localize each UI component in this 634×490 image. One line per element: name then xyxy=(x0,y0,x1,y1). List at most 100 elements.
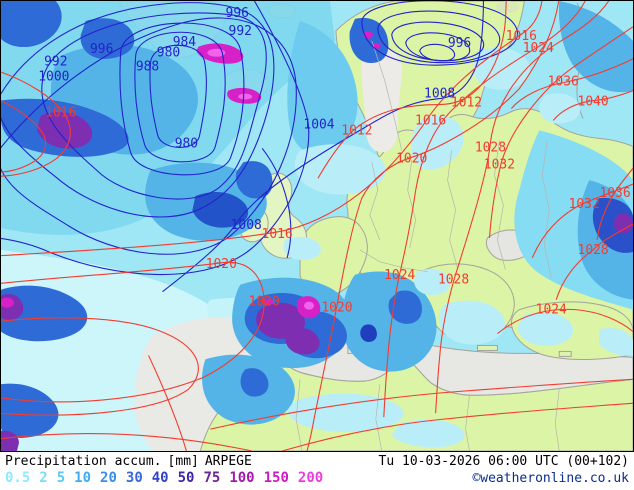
map-shape xyxy=(371,40,403,151)
map-shape xyxy=(1,317,199,416)
weather-map: 9969921000984980988996992980100499610081… xyxy=(1,1,633,451)
isobar-label: 1028 xyxy=(578,243,609,258)
map-shape xyxy=(494,140,506,270)
legend-bar: Precipitation accum. [mm] ARPEGE Tu 10-03-… xyxy=(0,452,634,490)
map-shape xyxy=(207,48,226,57)
map-title: Precipitation accum. [mm] ARPEGE xyxy=(5,454,258,469)
isobar-label: 1028 xyxy=(438,273,469,288)
isobar-label: 1020 xyxy=(396,151,427,166)
scale-value: 30 xyxy=(125,470,143,486)
isobar-label: 1028 xyxy=(475,140,506,155)
map-shape xyxy=(261,148,292,259)
map-shape xyxy=(1,433,253,451)
map-shape xyxy=(388,290,422,324)
isobar-label: 1032 xyxy=(569,197,600,212)
isobar-label: 1016 xyxy=(262,227,293,242)
map-shape xyxy=(539,93,581,124)
map-shape xyxy=(1,1,543,257)
map-shape xyxy=(407,160,417,248)
map-shape xyxy=(306,1,560,451)
map-shape xyxy=(360,324,377,342)
scale-value: 75 xyxy=(203,470,221,486)
scale-value: 150 xyxy=(263,470,289,486)
map-shape xyxy=(1,100,47,173)
map-shape xyxy=(1,261,265,403)
map-shape xyxy=(210,378,633,430)
model-name: ARPEGE xyxy=(204,454,252,469)
isobar-label: 1008 xyxy=(424,87,455,102)
isobar-label: 980 xyxy=(157,46,180,61)
map-shape xyxy=(614,213,633,234)
map-shape xyxy=(497,308,633,334)
border-layer xyxy=(295,40,560,451)
map-title-text: Precipitation accum. xyxy=(5,454,162,469)
isobar-label: 992 xyxy=(44,55,67,70)
map-shape xyxy=(283,236,321,260)
map-shape xyxy=(1,17,297,255)
isobar-label: 1020 xyxy=(249,295,280,310)
isobar-label: 980 xyxy=(175,136,198,151)
isobars-red-layer xyxy=(1,1,633,451)
map-shape xyxy=(317,1,507,179)
isobar-label: 1032 xyxy=(484,157,515,172)
map-shape xyxy=(295,379,303,451)
map-shape xyxy=(558,1,633,93)
map-shape xyxy=(192,191,249,228)
isobar-label: 1024 xyxy=(384,268,415,283)
scale-value: 20 xyxy=(100,470,117,486)
map-shape xyxy=(405,32,471,62)
map-shape xyxy=(465,395,470,451)
map-shape xyxy=(599,328,633,356)
map-shape xyxy=(162,1,484,293)
map-shape xyxy=(510,58,633,109)
map-shape xyxy=(438,300,505,345)
map-shape xyxy=(1,2,275,218)
map-shape xyxy=(235,161,273,199)
map-shape xyxy=(555,223,633,300)
map-shape xyxy=(419,43,456,62)
map-shape xyxy=(1,383,59,438)
norway-mountains xyxy=(361,49,403,153)
scale-value: 200 xyxy=(297,470,324,486)
scale-value: 100 xyxy=(229,470,255,486)
isobar-label: 1016 xyxy=(415,113,446,128)
isobar-label: 1020 xyxy=(206,257,237,272)
map-shape xyxy=(369,162,381,241)
map-shape xyxy=(148,355,187,451)
map-shape xyxy=(238,93,253,100)
map-shape xyxy=(375,384,383,451)
map-shape xyxy=(517,312,574,346)
scale-value: 5 xyxy=(56,470,66,486)
map-shape xyxy=(41,12,267,200)
isobar-label: 1036 xyxy=(548,75,579,90)
map-shape xyxy=(541,140,552,278)
map-shape xyxy=(391,419,465,448)
isobars-blue-layer xyxy=(1,1,518,293)
map-shape xyxy=(1,1,310,276)
scale-value: 50 xyxy=(177,470,195,486)
map-shape xyxy=(287,20,358,155)
map-shape xyxy=(240,368,269,397)
isobar-label: 1004 xyxy=(303,117,334,132)
isobar-label: 996 xyxy=(90,42,113,57)
map-area: 996 992 1000 984 980 988 996 992 980 1004 996 1008 1… xyxy=(0,0,634,452)
map-shape xyxy=(304,301,315,310)
map-shape xyxy=(1,285,88,342)
map-shape xyxy=(36,112,93,149)
isobar-label: 1020 xyxy=(321,301,352,316)
map-shape xyxy=(361,1,518,66)
map-shape xyxy=(435,1,610,414)
map-shape xyxy=(134,31,226,163)
scale-value: 2 xyxy=(39,470,48,486)
isobar-label: 996 xyxy=(448,36,471,51)
map-shape xyxy=(391,21,485,62)
isobar-label: 1012 xyxy=(341,123,372,138)
map-shape xyxy=(1,1,62,48)
map-shape xyxy=(447,150,458,268)
map-shape xyxy=(383,1,586,418)
isobar-labels-layer: 9969921000984980988996992980100499610081… xyxy=(38,6,630,318)
scale-value: 0.5 xyxy=(5,470,31,486)
isobar-label: 1036 xyxy=(599,186,630,201)
map-shape xyxy=(377,10,500,64)
